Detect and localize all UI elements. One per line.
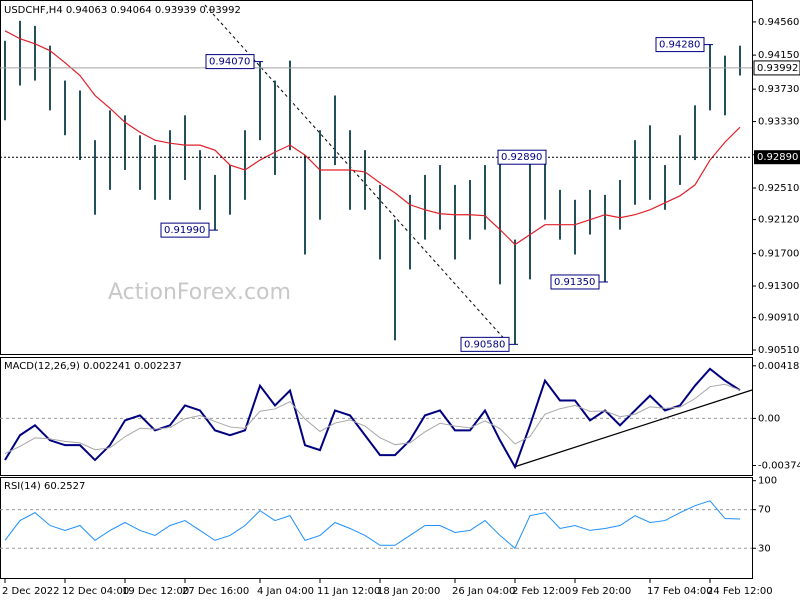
annotation-label: 0.94280 (659, 40, 700, 51)
x-tick-label: 19 Dec 12:00 (122, 586, 189, 597)
moving-average (4, 30, 741, 246)
annotation-box (205, 54, 255, 70)
price-panel (0, 0, 753, 355)
x-tick-label: 17 Feb 04:00 (647, 586, 713, 597)
y-tick-label: 0.90510 (758, 345, 799, 356)
annotation-label: 0.90580 (464, 339, 505, 350)
y-tick-label: 0.92120 (758, 215, 799, 226)
trend-line (204, 4, 509, 344)
watermark: ActionForex.com (108, 280, 291, 305)
x-tick-label: 9 Feb 20:00 (572, 586, 631, 597)
y-tick-label: 0.90910 (758, 313, 799, 324)
level-box (754, 150, 800, 165)
annotation-box (460, 336, 510, 352)
rsi-title: RSI(14) 60.2527 (4, 481, 85, 492)
x-tick-label: 11 Jan 12:00 (317, 586, 380, 597)
y-tick-label: 70 (758, 505, 771, 516)
last-price-box (753, 60, 800, 76)
x-tick-label: 27 Dec 16:00 (182, 586, 249, 597)
annotation-box (160, 222, 210, 238)
series-line (4, 500, 741, 550)
rsi-panel (0, 477, 753, 579)
y-tick-label: 0.94150 (758, 50, 799, 61)
y-tick-label: 100 (758, 476, 777, 487)
series-line (4, 367, 741, 470)
y-tick-label: 0.93330 (758, 117, 799, 128)
macd-title: MACD(12,26,9) 0.002241 0.002237 (4, 361, 182, 372)
x-tick-label: 12 Dec 04:00 (62, 586, 129, 597)
last-price-label: 0.93992 (757, 63, 798, 74)
y-tick-label: 0.91700 (758, 249, 799, 260)
annotation-label: 0.92890 (501, 152, 542, 163)
annotation-box (655, 37, 705, 53)
y-tick-label: 0.92510 (758, 183, 799, 194)
y-tick-label: 0.93730 (758, 84, 799, 95)
level-label: 0.92890 (757, 152, 798, 163)
series-line (4, 383, 741, 455)
y-tick-label: -0.003744 (758, 460, 800, 471)
annotation-label: 0.91990 (164, 225, 205, 236)
annotation-box (497, 149, 547, 165)
x-tick-label: 2 Feb 12:00 (512, 586, 571, 597)
x-tick-label: 4 Jan 04:00 (257, 586, 314, 597)
x-tick-label: 24 Feb 12:00 (707, 586, 773, 597)
y-tick-label: 0.00418 (758, 361, 799, 372)
x-tick-label: 2 Dec 2022 (2, 586, 60, 597)
price-title: USDCHF,H4 0.94063 0.94064 0.93939 0.9399… (4, 5, 241, 16)
y-tick-label: 0.91300 (758, 281, 799, 292)
x-tick-label: 18 Jan 20:00 (377, 586, 440, 597)
macd-trend-line (513, 389, 753, 468)
y-tick-label: 30 (758, 543, 771, 554)
x-tick-label: 26 Jan 04:00 (452, 586, 515, 597)
annotation-box (550, 274, 600, 290)
annotation-label: 0.91350 (554, 277, 595, 288)
y-tick-label: 0.00 (758, 413, 780, 424)
macd-panel (0, 357, 753, 476)
y-tick-label: 0.94560 (758, 17, 799, 28)
annotation-label: 0.94070 (209, 57, 250, 68)
